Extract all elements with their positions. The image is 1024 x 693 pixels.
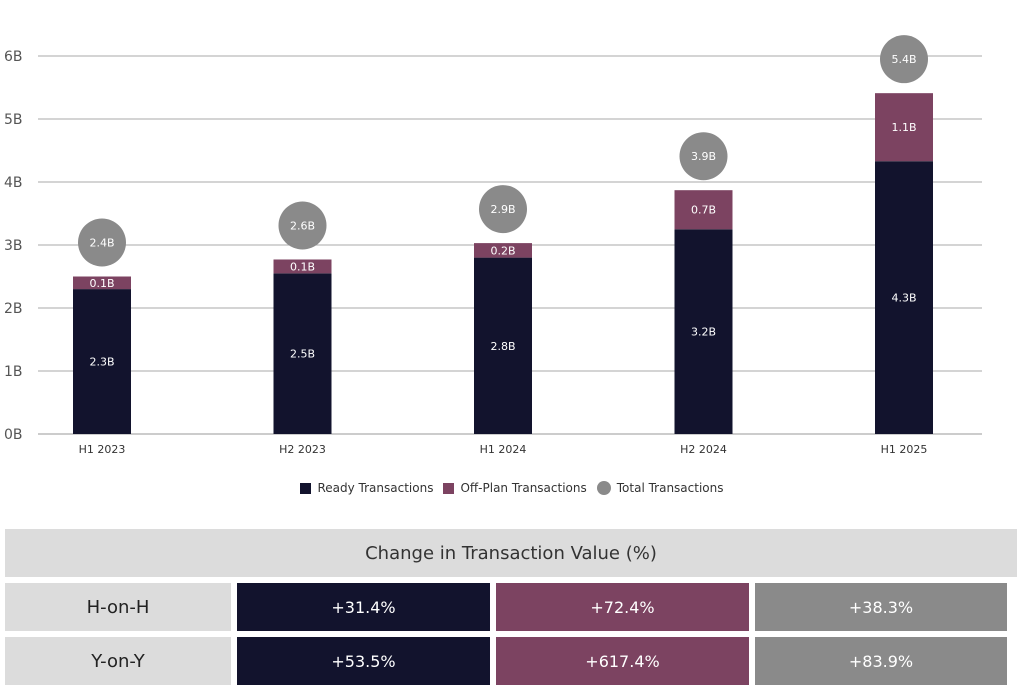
cell-ready: +31.4% bbox=[237, 583, 490, 631]
cell-offplan: +617.4% bbox=[496, 637, 749, 685]
row-label: Y-on-Y bbox=[5, 637, 231, 685]
y-tick-label: 5B bbox=[4, 112, 23, 128]
x-tick-label: H1 2024 bbox=[480, 443, 527, 456]
x-tick-label: H1 2023 bbox=[79, 443, 126, 456]
bar-offplan bbox=[273, 259, 332, 274]
change-table: Change in Transaction Value (%) H-on-H +… bbox=[5, 529, 1017, 685]
cell-ready: +53.5% bbox=[237, 637, 490, 685]
y-tick-label: 1B bbox=[4, 364, 23, 380]
legend-label-ready: Ready Transactions bbox=[317, 481, 434, 495]
total-circle bbox=[880, 35, 928, 84]
cell-total: +38.3% bbox=[755, 583, 1007, 631]
y-tick-label: 3B bbox=[4, 238, 23, 254]
total-label: 2.9B bbox=[490, 203, 515, 216]
total-label: 3.9B bbox=[691, 150, 716, 163]
y-tick-label: 0B bbox=[4, 427, 23, 443]
y-tick-label: 2B bbox=[4, 301, 23, 317]
x-tick-label: H2 2023 bbox=[279, 443, 326, 456]
bar-label-ready: 3.2B bbox=[691, 326, 716, 339]
legend-swatch-offplan bbox=[443, 482, 455, 494]
legend-label-total: Total Transactions bbox=[616, 481, 724, 495]
bar-offplan bbox=[674, 190, 733, 230]
table-row-y-on-y: Y-on-Y +53.5% +617.4% +83.9% bbox=[5, 637, 1017, 685]
total-label: 5.4B bbox=[891, 53, 916, 66]
bar-offplan bbox=[875, 93, 933, 162]
bar-offplan bbox=[474, 243, 532, 258]
cell-total: +83.9% bbox=[755, 637, 1007, 685]
legend-item-total: Total Transactions bbox=[596, 481, 724, 495]
cell-offplan: +72.4% bbox=[496, 583, 749, 631]
bar-offplan bbox=[73, 276, 131, 290]
table-header: Change in Transaction Value (%) bbox=[5, 529, 1017, 577]
bar-ready bbox=[674, 229, 733, 434]
legend-item-ready: Ready Transactions bbox=[300, 481, 433, 495]
row-label: H-on-H bbox=[5, 583, 231, 631]
y-tick-label: 4B bbox=[4, 175, 23, 191]
chart-legend: Ready Transactions Off-Plan Transactions… bbox=[0, 481, 1024, 495]
legend-swatch-total bbox=[596, 481, 611, 495]
x-tick-label: H1 2025 bbox=[881, 443, 928, 456]
bar-ready bbox=[474, 257, 532, 434]
bar-label-ready: 2.5B bbox=[290, 348, 315, 361]
total-circle bbox=[679, 132, 728, 181]
bar-label-offplan: 1.1B bbox=[891, 121, 916, 134]
legend-swatch-ready bbox=[300, 482, 312, 494]
total-circle bbox=[78, 218, 126, 267]
table-row-h-on-h: H-on-H +31.4% +72.4% +38.3% bbox=[5, 583, 1017, 631]
legend-item-offplan: Off-Plan Transactions bbox=[443, 481, 587, 495]
x-tick-label: H2 2024 bbox=[680, 443, 727, 456]
bar-label-offplan: 0.7B bbox=[691, 204, 716, 217]
total-label: 2.4B bbox=[89, 237, 114, 250]
total-circle bbox=[479, 185, 527, 234]
bar-label-ready: 2.8B bbox=[490, 340, 515, 353]
bar-label-ready: 4.3B bbox=[891, 292, 916, 305]
bar-ready bbox=[273, 273, 332, 434]
total-label: 2.6B bbox=[290, 219, 315, 232]
total-circle bbox=[278, 201, 327, 250]
bar-label-offplan: 0.2B bbox=[490, 244, 515, 257]
bar-label-ready: 2.3B bbox=[89, 356, 114, 369]
y-tick-label: 6B bbox=[4, 49, 23, 65]
legend-label-offplan: Off-Plan Transactions bbox=[460, 481, 587, 495]
bar-label-offplan: 0.1B bbox=[290, 260, 315, 273]
bar-label-offplan: 0.1B bbox=[89, 277, 114, 290]
stacked-bar-chart: 0B 1B 2B 3B 4B 5B 6B 2.3B 0.1B 2.4B H1 2023 2.5B 0.1… bbox=[4, 35, 982, 456]
bar-ready bbox=[875, 161, 933, 434]
bar-ready bbox=[73, 289, 131, 434]
